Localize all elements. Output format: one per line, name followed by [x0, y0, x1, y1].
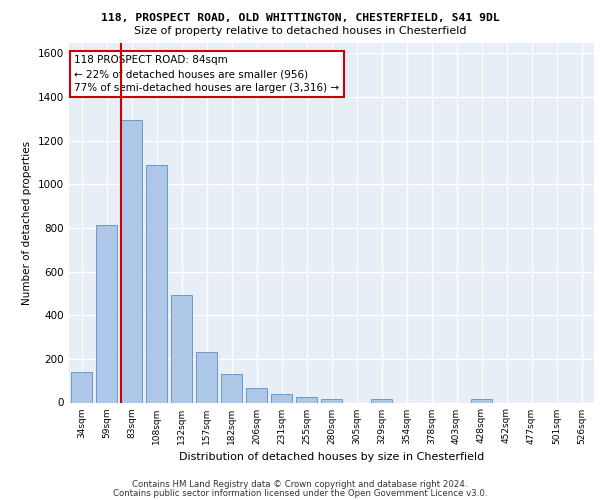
Bar — [246, 388, 267, 402]
Bar — [296, 397, 317, 402]
Bar — [121, 120, 142, 403]
Bar — [471, 399, 492, 402]
Text: Contains HM Land Registry data © Crown copyright and database right 2024.: Contains HM Land Registry data © Crown c… — [132, 480, 468, 489]
Text: 118 PROSPECT ROAD: 84sqm
← 22% of detached houses are smaller (956)
77% of semi-: 118 PROSPECT ROAD: 84sqm ← 22% of detach… — [74, 55, 340, 93]
X-axis label: Distribution of detached houses by size in Chesterfield: Distribution of detached houses by size … — [179, 452, 484, 462]
Bar — [321, 399, 342, 402]
Bar — [221, 374, 242, 402]
Bar — [196, 352, 217, 403]
Bar — [71, 372, 92, 402]
Text: Contains public sector information licensed under the Open Government Licence v3: Contains public sector information licen… — [113, 488, 487, 498]
Text: Size of property relative to detached houses in Chesterfield: Size of property relative to detached ho… — [134, 26, 466, 36]
Bar — [271, 394, 292, 402]
Bar — [371, 399, 392, 402]
Text: 118, PROSPECT ROAD, OLD WHITTINGTON, CHESTERFIELD, S41 9DL: 118, PROSPECT ROAD, OLD WHITTINGTON, CHE… — [101, 12, 499, 22]
Bar — [171, 294, 192, 403]
Bar — [146, 164, 167, 402]
Y-axis label: Number of detached properties: Number of detached properties — [22, 140, 32, 304]
Bar — [96, 224, 117, 402]
